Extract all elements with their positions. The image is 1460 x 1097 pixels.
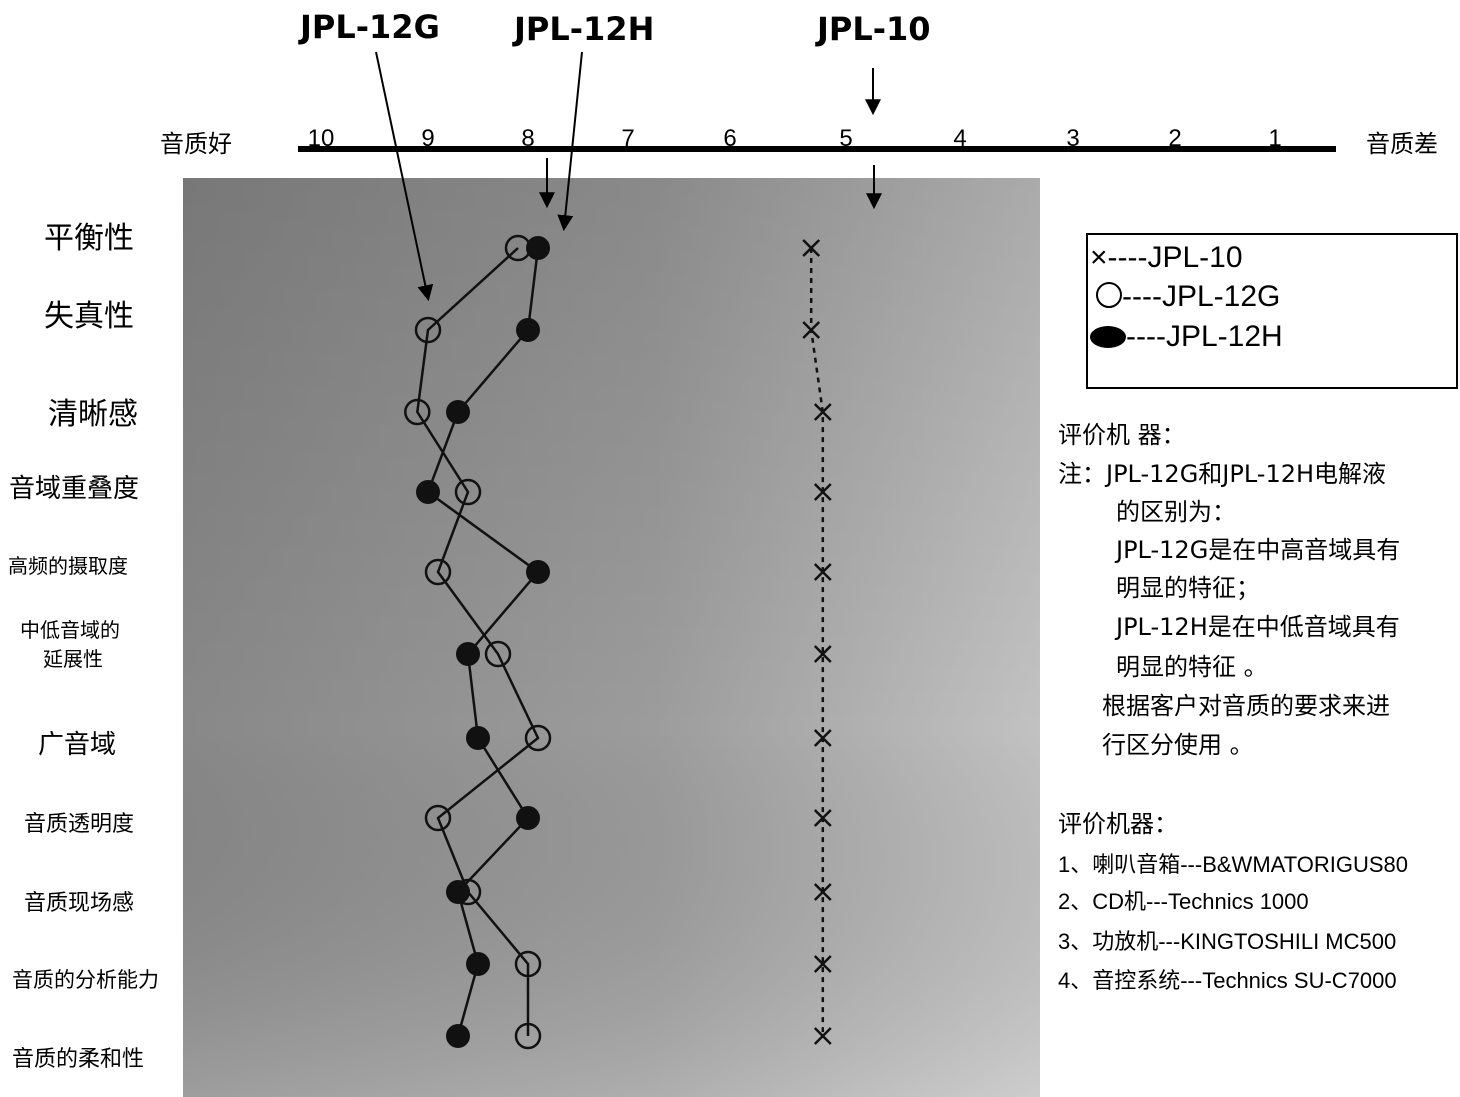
category-mid-low-b: 延展性 <box>43 647 103 671</box>
point-jpl-12g-4 <box>424 558 452 586</box>
point-jpl-12g-9 <box>514 950 542 978</box>
point-jpl-12h-5 <box>456 642 480 666</box>
series-line-jpl-12g <box>416 247 540 1036</box>
category-softness: 音质的柔和性 <box>12 1047 145 1072</box>
label-jpl-12g: JPL-12G <box>300 8 440 46</box>
notes-line-2: 的区别为： <box>1116 498 1236 526</box>
label-jpl-10: JPL-10 <box>817 10 931 48</box>
equipment-item-3: 3、功放机---KINGTOSHILI MC500 <box>1058 929 1397 954</box>
equipment-item-1: 1、喇叭音箱---B&WMATORIGUS80 <box>1058 852 1408 877</box>
category-distortion: 失真性 <box>44 299 134 334</box>
point-jpl-12h-0 <box>526 236 550 260</box>
x-tick-10: 10 <box>308 125 335 152</box>
open-circle-icon <box>1096 282 1122 308</box>
point-jpl-12g-3 <box>454 478 482 506</box>
equipment-item-2: 2、CD机---Technics 1000 <box>1058 889 1309 914</box>
category-presence: 音质现场感 <box>24 891 135 916</box>
point-jpl-12h-6 <box>466 726 490 750</box>
category-range-overlap: 音域重叠度 <box>9 474 140 504</box>
point-jpl-12g-7 <box>424 804 452 832</box>
legend-jpl-10: ×----JPL-10 <box>1090 241 1243 274</box>
point-jpl-10-5 <box>813 645 832 663</box>
point-jpl-10-1 <box>802 321 821 339</box>
x-tick-4: 4 <box>953 125 966 152</box>
pointer-12g-line <box>375 51 434 302</box>
good-quality-label: 音质好 <box>160 130 232 158</box>
notes-line-3: JPL-12G是在中高音域具有 <box>1116 536 1401 564</box>
point-jpl-12g-1 <box>414 316 442 344</box>
point-jpl-10-9 <box>813 955 832 973</box>
point-jpl-12g-10 <box>514 1022 542 1050</box>
point-jpl-12h-3 <box>416 480 440 504</box>
x-tick-1: 1 <box>1268 125 1281 152</box>
x-tick-5: 5 <box>839 125 852 152</box>
category-analysis: 音质的分析能力 <box>12 968 159 992</box>
bad-quality-label: 音质差 <box>1366 130 1438 158</box>
point-jpl-12h-10 <box>446 1024 470 1048</box>
equipment-title: 评价机器： <box>1058 810 1178 838</box>
x-tick-3: 3 <box>1066 125 1079 152</box>
point-jpl-10-3 <box>813 483 832 501</box>
filled-ellipse-icon <box>1090 326 1126 348</box>
x-tick-6: 6 <box>723 125 736 152</box>
point-jpl-12h-9 <box>466 952 490 976</box>
pointer-12h-line <box>557 51 583 232</box>
equipment-item-4: 4、音控系统---Technics SU-C7000 <box>1058 968 1397 993</box>
point-jpl-12g-2 <box>404 398 431 426</box>
category-mid-low-a: 中低音域的 <box>20 618 120 642</box>
x-tick-9: 9 <box>421 125 434 152</box>
notes-line-6: 明显的特征 。 <box>1116 653 1268 681</box>
legend-jpl-12g-text: ----JPL-12G <box>1122 280 1281 313</box>
category-high-freq: 高频的摄取度 <box>8 554 128 578</box>
notes-line-1: 注：JPL-12G和JPL-12H电解液 <box>1058 460 1387 488</box>
category-balance: 平衡性 <box>44 221 134 256</box>
legend-jpl-12h: ----JPL-12H <box>1090 320 1283 354</box>
photo-shading <box>183 178 1040 1097</box>
notes-line-5: JPL-12H是在中低音域具有 <box>1116 613 1400 641</box>
x-tick-7: 7 <box>621 125 634 152</box>
notes-title: 评价机 器： <box>1058 421 1186 449</box>
point-jpl-12h-1 <box>516 318 540 342</box>
legend-box: ×----JPL-10 ----JPL-12G ----JPL-12H <box>1086 233 1458 389</box>
point-jpl-10-8 <box>813 883 832 901</box>
x-tick-2: 2 <box>1168 125 1181 152</box>
point-jpl-12h-4 <box>526 560 550 584</box>
point-jpl-10-6 <box>813 729 832 747</box>
x-tick-8: 8 <box>521 125 534 152</box>
point-jpl-10-10 <box>813 1027 832 1045</box>
notes-line-4: 明显的特征； <box>1116 574 1260 602</box>
point-jpl-12g-6 <box>524 724 552 752</box>
point-jpl-12h-7 <box>516 806 540 830</box>
point-jpl-10-0 <box>802 239 821 257</box>
point-jpl-12g-5 <box>484 640 512 668</box>
point-jpl-10-7 <box>813 809 832 827</box>
point-jpl-12h-2 <box>446 400 470 424</box>
label-jpl-12h: JPL-12H <box>514 10 655 48</box>
legend-jpl-12g: ----JPL-12G <box>1090 280 1280 314</box>
category-clarity: 清晰感 <box>48 397 138 432</box>
notes-line-7: 根据客户对音质的要求来进 <box>1102 692 1390 720</box>
point-jpl-10-4 <box>813 563 832 581</box>
point-jpl-10-2 <box>813 403 832 421</box>
category-wide-range: 广音域 <box>38 730 117 760</box>
notes-line-8: 行区分使用 。 <box>1102 731 1254 759</box>
point-jpl-12h-8 <box>446 880 470 904</box>
category-transparency: 音质透明度 <box>24 812 135 837</box>
legend-jpl-12h-text: ----JPL-12H <box>1126 320 1283 353</box>
